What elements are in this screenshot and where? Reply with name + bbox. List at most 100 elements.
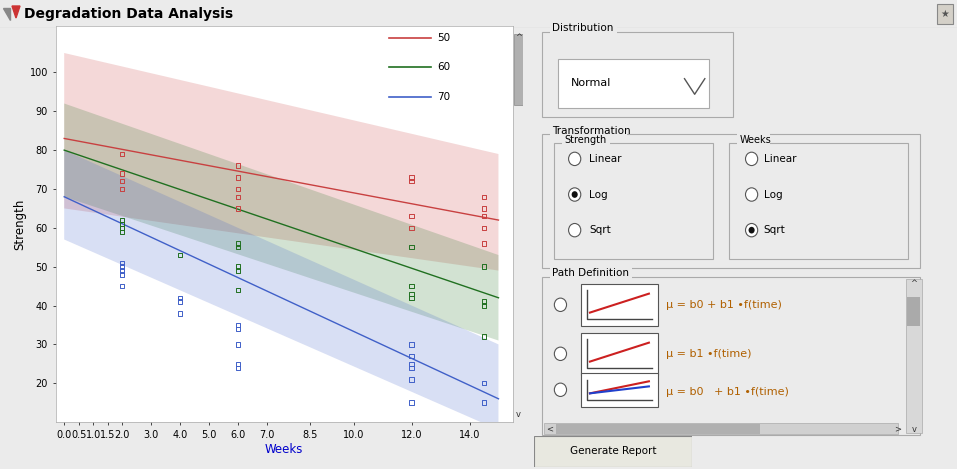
Bar [554,144,713,259]
Point [231,174,246,181]
Bar [550,21,617,34]
Circle shape [746,152,758,166]
Y-axis label: Strength: Strength [13,198,27,250]
Text: Linear: Linear [764,154,796,164]
Text: μ = b0 + b1 •f(time): μ = b0 + b1 •f(time) [666,300,782,310]
Point [404,212,419,220]
Point [477,302,492,309]
Point [231,340,246,348]
Circle shape [746,188,758,201]
Point [172,251,188,259]
Polygon shape [12,6,20,18]
Point [231,193,246,201]
Text: Log: Log [764,189,783,199]
Text: <: < [545,424,553,433]
Point [477,333,492,340]
Text: Degradation Data Analysis: Degradation Data Analysis [24,7,234,21]
Point [231,185,246,193]
Bar [581,333,658,375]
Point [231,325,246,333]
Point [404,352,419,360]
Bar [556,424,760,434]
Point [231,360,246,368]
Point [172,294,188,302]
Point [404,177,419,185]
Text: >: > [895,424,901,433]
Point [172,310,188,317]
Bar [543,277,921,435]
Point [231,364,246,371]
Point [404,294,419,302]
Polygon shape [64,53,499,271]
X-axis label: Weeks: Weeks [265,443,303,455]
Text: 70: 70 [437,92,451,102]
Circle shape [554,383,567,396]
Point [404,340,419,348]
Point [404,376,419,383]
Text: Strength: Strength [565,135,607,145]
Point [115,267,130,274]
Point [115,177,130,185]
Bar [550,266,632,279]
Point [115,282,130,290]
Text: v: v [911,425,917,434]
Circle shape [554,347,567,361]
Text: Transformation: Transformation [552,126,631,136]
Bar [907,297,921,326]
Bar [550,123,627,136]
Polygon shape [64,104,499,340]
Point [172,298,188,305]
Bar [738,132,770,145]
Point [477,240,492,247]
Point [477,298,492,305]
Circle shape [571,191,578,198]
Text: Linear: Linear [589,154,621,164]
Text: ^: ^ [910,279,918,288]
Polygon shape [64,150,499,430]
Point [115,185,130,193]
Text: μ = b0   + b1 •f(time): μ = b0 + b1 •f(time) [666,387,790,397]
Bar [937,4,953,24]
Point [477,263,492,271]
Circle shape [554,298,567,311]
Text: 60: 60 [437,62,451,72]
Bar [563,132,610,145]
Point [477,224,492,232]
Bar [729,144,908,259]
Point [404,360,419,368]
Point [231,263,246,271]
Point [404,174,419,181]
Point [477,204,492,212]
Circle shape [748,227,755,234]
Text: Sqrt: Sqrt [589,225,611,235]
Point [115,228,130,235]
Bar [543,134,921,268]
Point [115,224,130,232]
Text: Sqrt: Sqrt [764,225,786,235]
Circle shape [746,224,758,237]
Text: 50: 50 [437,33,451,43]
Point [404,364,419,371]
Point [404,290,419,298]
Bar [545,423,898,434]
Text: ^: ^ [515,33,523,42]
Text: Generate Report: Generate Report [569,446,657,456]
Point [115,271,130,278]
Point [404,399,419,407]
Point [231,286,246,294]
Point [115,170,130,177]
Bar [581,284,658,326]
Bar [559,59,709,108]
Circle shape [568,188,581,201]
Point [115,150,130,158]
Point [115,224,130,232]
Bar [543,32,733,117]
Bar [581,373,658,407]
Point [404,243,419,251]
Bar [906,279,922,433]
Point [231,162,246,169]
Point [231,240,246,247]
Point [115,263,130,271]
Point [404,282,419,290]
Point [231,243,246,251]
